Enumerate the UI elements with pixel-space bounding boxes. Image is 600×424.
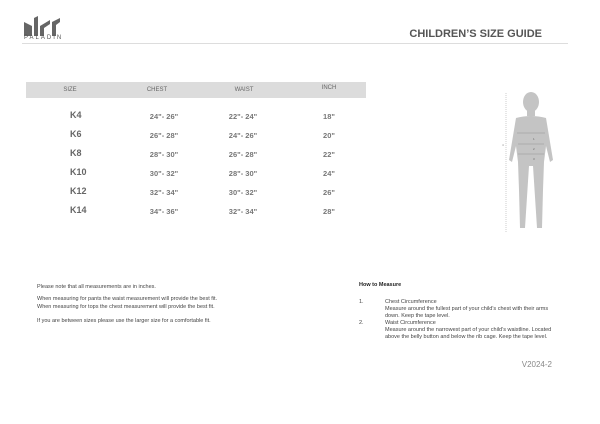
size-cell: K6 [70, 129, 82, 139]
table-row: K12 32"- 34" 30"- 32" 26" [26, 186, 366, 200]
note-pants: When measuring for pants the waist measu… [37, 296, 218, 302]
inch-cell: 22" [323, 150, 335, 159]
column-header-inch: INCH [321, 85, 337, 91]
waist-cell: 28"- 30" [228, 169, 258, 178]
inch-cell: 24" [323, 169, 335, 178]
waist-cell: 30"- 32" [228, 188, 258, 197]
table-row: K4 24"- 26" 22"- 24" 18" [26, 110, 366, 124]
table-row: K8 28"- 30" 26"- 28" 22" [26, 148, 366, 162]
column-header-waist: WAIST [234, 87, 254, 93]
version-label: V2024-2 [521, 360, 552, 369]
waist-cell: 26"- 28" [228, 150, 258, 159]
inch-cell: 26" [323, 188, 335, 197]
table-row: K6 26"- 28" 24"- 26" 20" [26, 129, 366, 143]
child-silhouette-icon [509, 92, 553, 228]
measure-step: Waist Circumference Measure around the n… [385, 320, 560, 341]
brand-name: PALADIN [24, 35, 64, 41]
table-row: K10 30"- 32" 28"- 30" 24" [26, 167, 366, 181]
chest-cell: 26"- 28" [149, 131, 179, 140]
waist-cell: 24"- 26" [228, 131, 258, 140]
header-divider [22, 43, 568, 44]
inch-cell: 18" [323, 112, 335, 121]
waist-marker: 2 [533, 147, 535, 151]
waist-cell: 32"- 34" [228, 207, 258, 216]
size-cell: K10 [70, 167, 87, 177]
step-text: Measure around the narrowest part of you… [385, 327, 552, 340]
paladin-logo-icon [24, 16, 60, 36]
height-marker: 4 [502, 143, 504, 147]
hip-marker: 3 [533, 157, 535, 161]
table-header: SIZE CHEST WAIST INCH [26, 82, 366, 98]
how-to-measure-title: How to Measure [359, 282, 402, 288]
size-cell: K4 [70, 110, 82, 120]
note-tops: When measuring for tops the chest measur… [37, 304, 215, 310]
chest-cell: 30"- 32" [149, 169, 179, 178]
column-header-chest: CHEST [146, 87, 168, 93]
step-name: Chest Circumference [385, 299, 437, 305]
page-title: CHILDREN’S SIZE GUIDE [409, 28, 542, 40]
inch-cell: 20" [323, 131, 335, 140]
note-between-sizes: If you are between sizes please use the … [37, 318, 211, 324]
chest-marker: 1 [533, 137, 535, 141]
chest-cell: 32"- 34" [149, 188, 179, 197]
step-name: Waist Circumference [385, 320, 436, 326]
table-row: K14 34"- 36" 32"- 34" 28" [26, 205, 366, 219]
note-inches: Please note that all measurements are in… [37, 284, 156, 290]
step-text: Measure around the fullest part of your … [385, 306, 549, 319]
chest-cell: 24"- 26" [149, 112, 179, 121]
inch-cell: 28" [323, 207, 335, 216]
step-number: 1. [359, 299, 364, 305]
size-cell: K12 [70, 186, 87, 196]
step-number: 2. [359, 320, 364, 326]
child-figure-diagram [505, 92, 553, 233]
size-cell: K8 [70, 148, 82, 158]
chest-cell: 28"- 30" [149, 150, 179, 159]
column-header-size: SIZE [63, 87, 77, 93]
chest-cell: 34"- 36" [149, 207, 179, 216]
waist-cell: 22"- 24" [228, 112, 258, 121]
size-cell: K14 [70, 205, 87, 215]
measure-step: Chest Circumference Measure around the f… [385, 299, 560, 320]
